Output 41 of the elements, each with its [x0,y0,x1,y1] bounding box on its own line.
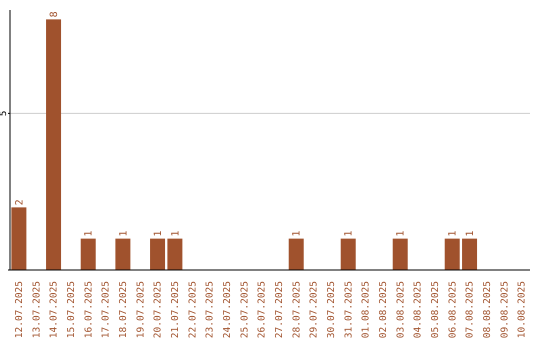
data-label: 1 [153,230,164,237]
x-tick-label: 10.08.2025 [516,281,528,338]
data-label: 1 [84,230,95,237]
x-tick-label: 27.07.2025 [274,281,285,338]
data-label: 1 [292,230,303,237]
x-tick-label: 28.07.2025 [291,281,302,338]
x-tick-label: 21.07.2025 [170,281,181,338]
data-label: 8 [49,11,60,18]
x-tick-label: 19.07.2025 [135,281,146,338]
x-tick-label: 17.07.2025 [100,281,112,338]
x-tick-label: 09.08.2025 [499,281,510,338]
data-label: 1 [396,230,407,237]
data-label: 1 [118,230,130,237]
data-label: 1 [465,230,476,237]
data-label: 2 [14,199,26,206]
x-tick-label: 16.07.2025 [83,281,94,338]
x-tick-label: 29.07.2025 [308,281,320,338]
x-tick-label: 26.07.2025 [256,281,268,338]
x-tick-label: 24.07.2025 [222,281,233,338]
x-tick-label: 22.07.2025 [187,281,198,338]
x-tick-label: 04.08.2025 [412,281,424,338]
x-tick-label: 23.07.2025 [204,281,216,338]
x-tick-label: 02.08.2025 [378,281,389,338]
data-label: 1 [344,230,355,237]
x-tick-label: 03.08.2025 [395,281,406,338]
x-tick-label: 30.07.2025 [326,281,337,338]
x-tick-label: 20.07.2025 [152,281,164,338]
x-tick-label: 01.08.2025 [360,281,372,338]
x-tick-label: 06.08.2025 [447,281,458,338]
x-tick-label: 13.07.2025 [31,281,42,338]
x-tick-label: 08.08.2025 [482,281,493,338]
x-tick-label: 31.07.2025 [343,281,354,338]
data-label: 1 [448,230,459,237]
x-tick-label: 18.07.2025 [118,281,129,338]
x-tick-label: 05.08.2025 [430,281,441,338]
x-tick-label: 07.08.2025 [464,281,476,338]
data-label: 1 [170,230,182,237]
x-tick-label: 25.07.2025 [239,281,250,338]
x-tick-label: 14.07.2025 [48,281,60,338]
x-tick-label: 12.07.2025 [14,281,25,338]
x-tick-label: 15.07.2025 [66,281,77,338]
